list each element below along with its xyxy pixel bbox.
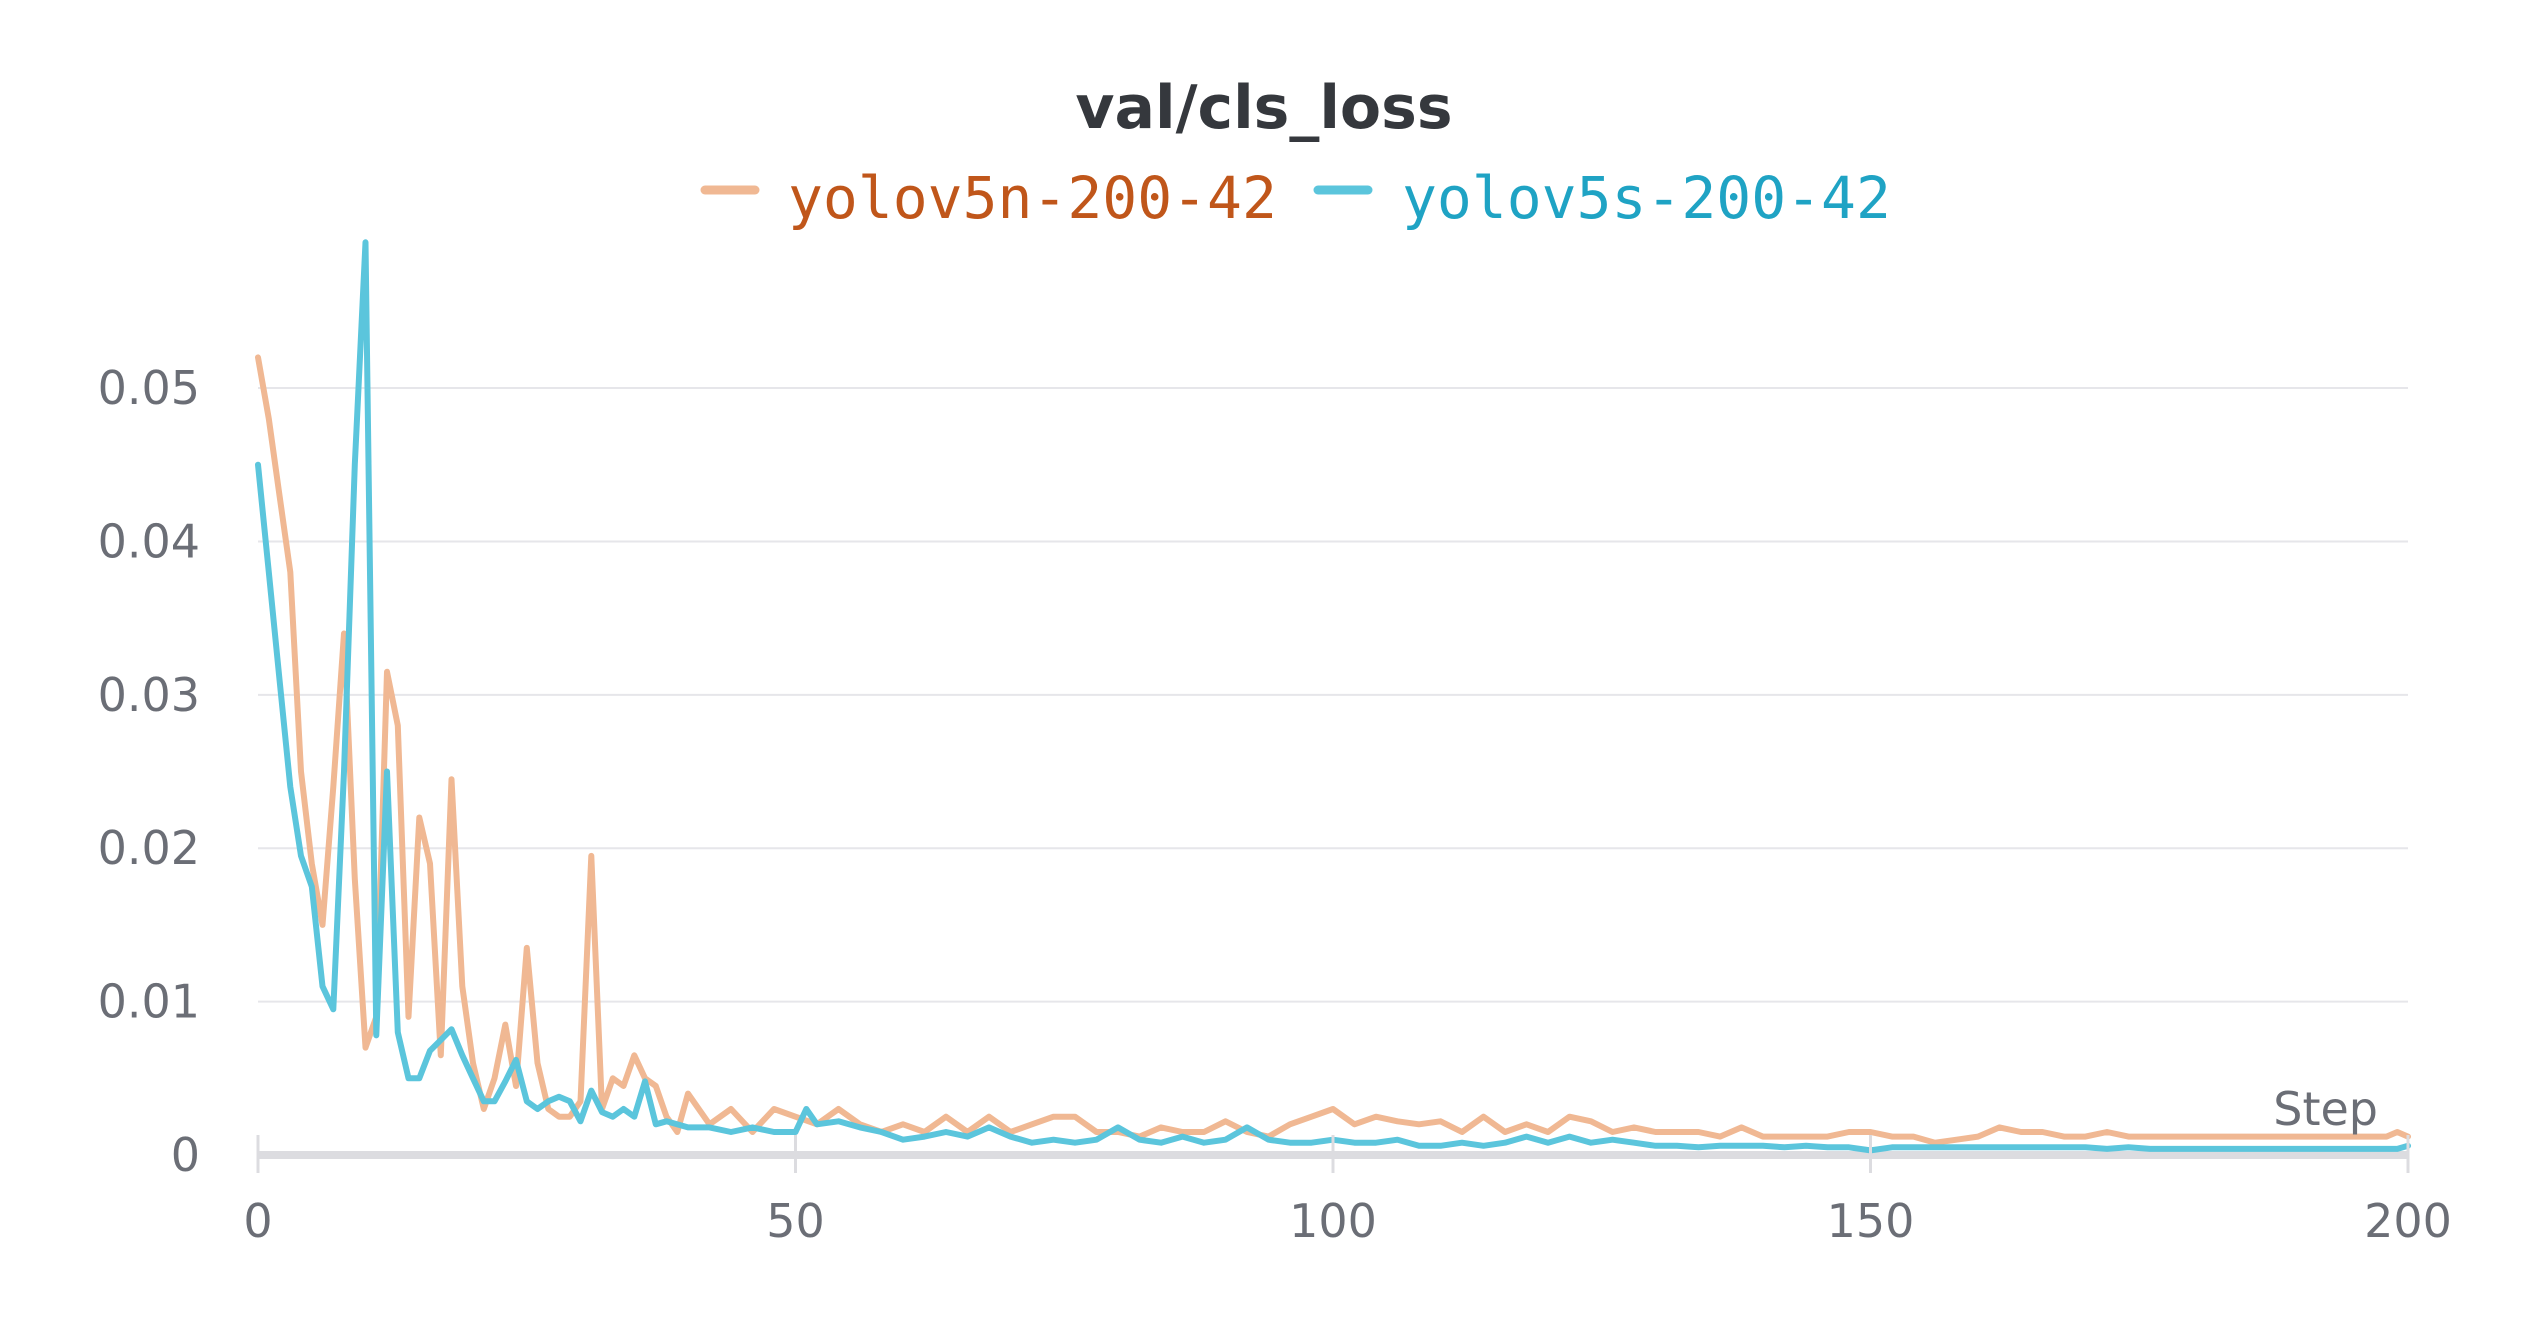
x-tick-label: 50 bbox=[766, 1194, 825, 1248]
y-tick-label: 0.01 bbox=[98, 975, 200, 1029]
y-axis-ticks: 0 0.01 0.02 0.03 0.04 0.05 bbox=[98, 361, 200, 1182]
y-tick-label: 0.05 bbox=[98, 361, 200, 415]
x-tick-label: 150 bbox=[1827, 1194, 1915, 1248]
x-axis-ticks: 0 50 100 150 200 bbox=[243, 1135, 2452, 1248]
series-group bbox=[255, 239, 2411, 1154]
y-tick-label: 0.02 bbox=[98, 821, 200, 875]
series-line-yolov5s-200-42 bbox=[255, 239, 2411, 1154]
y-tick-label: 0 bbox=[171, 1128, 200, 1182]
legend-label: yolov5n-200-42 bbox=[788, 164, 1277, 232]
legend: yolov5n-200-42 yolov5s-200-42 bbox=[700, 164, 1891, 232]
x-tick-label: 200 bbox=[2364, 1194, 2452, 1248]
series-line-yolov5n-200-42 bbox=[255, 354, 2411, 1146]
x-tick-label: 0 bbox=[243, 1194, 272, 1248]
x-tick-label: 100 bbox=[1289, 1194, 1377, 1248]
chart-title: val/cls_loss bbox=[1075, 73, 1452, 143]
y-tick-label: 0.03 bbox=[98, 668, 200, 722]
x-axis-label: Step bbox=[2273, 1082, 2378, 1136]
legend-label: yolov5s-200-42 bbox=[1402, 164, 1891, 232]
y-tick-label: 0.04 bbox=[98, 514, 200, 568]
